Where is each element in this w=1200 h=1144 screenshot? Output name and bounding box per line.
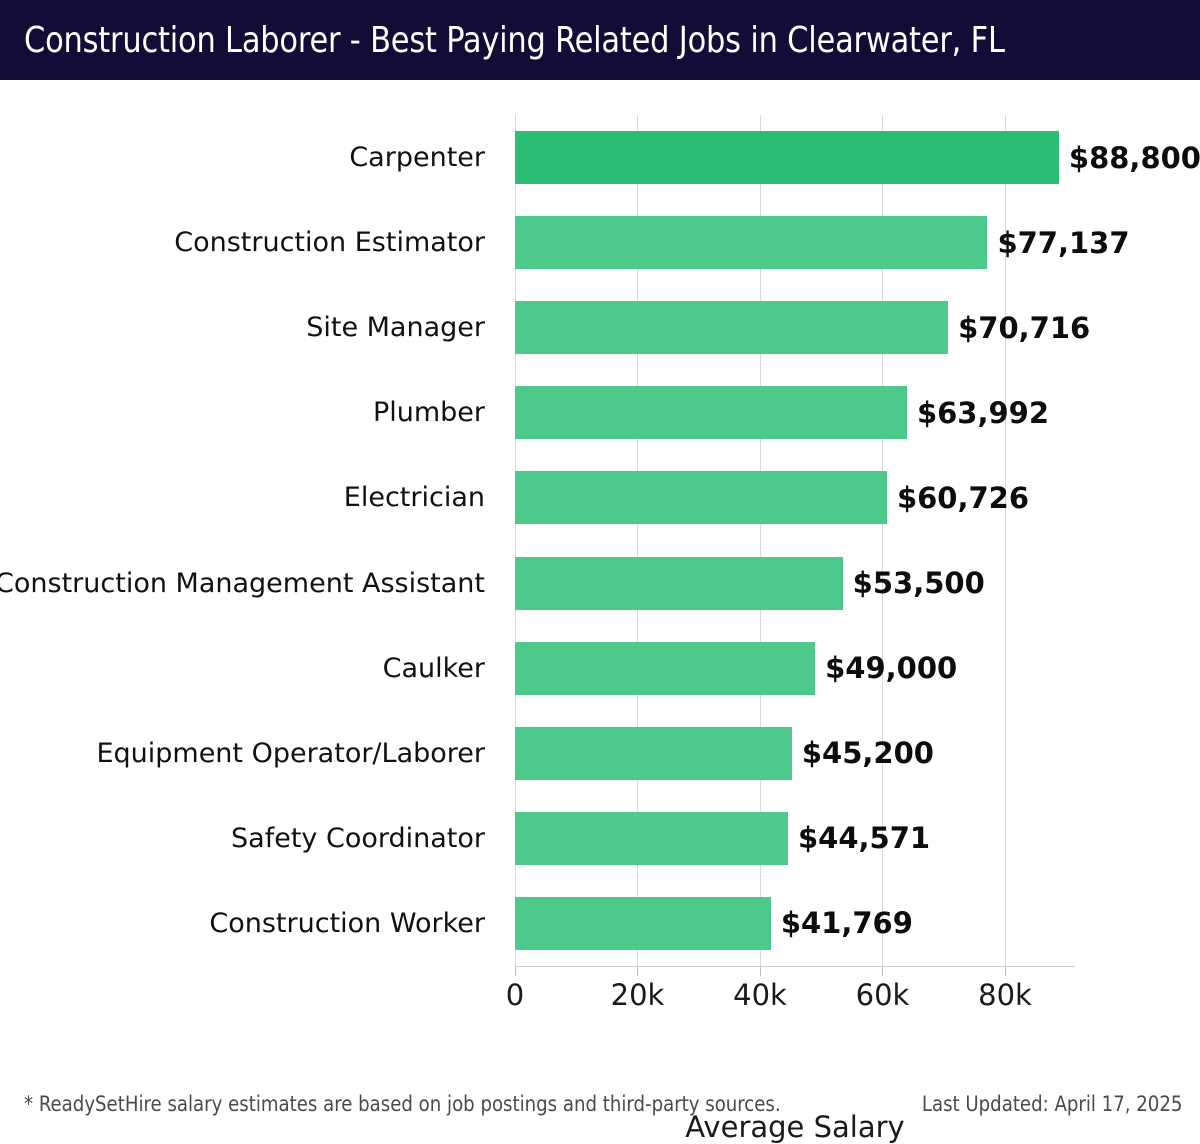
bar-value-label: $44,571 xyxy=(797,821,931,856)
bar[interactable] xyxy=(515,386,907,440)
bar[interactable] xyxy=(515,131,1059,184)
bar-value-label: $60,726 xyxy=(896,480,1030,515)
bar[interactable] xyxy=(515,471,887,525)
page-title: Construction Laborer - Best Paying Relat… xyxy=(24,19,1005,61)
bar[interactable] xyxy=(515,216,988,270)
bar[interactable] xyxy=(515,556,843,610)
bar[interactable] xyxy=(515,811,788,865)
x-axis-title: Average Salary xyxy=(685,1110,905,1144)
gridline xyxy=(759,115,761,966)
chart-footer: * ReadySetHire salary estimates are base… xyxy=(0,1092,1200,1140)
x-axis-tick-label: 40k xyxy=(733,978,787,1012)
category-label: Safety Coordinator xyxy=(231,822,485,854)
bar-value-label: $45,200 xyxy=(801,736,934,771)
x-axis-tick-mark xyxy=(882,967,884,976)
x-axis-line xyxy=(515,966,1075,967)
bar-row[interactable]: Plumber $63,992 xyxy=(0,370,1200,455)
category-label: Electrician xyxy=(343,482,485,514)
gridline xyxy=(515,115,516,966)
bar[interactable] xyxy=(515,896,771,950)
bar-row[interactable]: Safety Coordinator $44,571 xyxy=(0,796,1200,881)
x-axis-tick-mark xyxy=(515,967,516,976)
chart-plot-wrapper: Carpenter $88,800 Construction Estimator $7… xyxy=(0,80,1200,1144)
x-axis-tick-mark xyxy=(759,967,761,976)
bar-row[interactable]: Construction Worker $41,769 xyxy=(0,881,1200,966)
gridline xyxy=(637,115,639,966)
category-label: Construction Management Assistant xyxy=(0,567,485,599)
bar-row[interactable]: Equipment Operator/Laborer $45,200 xyxy=(0,711,1200,796)
x-axis-tick-label: 60k xyxy=(855,978,910,1012)
x-axis-tick-mark xyxy=(637,967,639,976)
bar-row[interactable]: Electrician $60,726 xyxy=(0,455,1200,540)
bar-value-label: $63,992 xyxy=(916,395,1050,430)
category-label: Construction Estimator xyxy=(174,227,485,259)
category-label: Carpenter xyxy=(349,142,485,173)
bar-row[interactable]: Construction Estimator $77,137 xyxy=(0,200,1200,285)
chart-header-bar: Construction Laborer - Best Paying Relat… xyxy=(0,0,1200,80)
category-label: Caulker xyxy=(382,652,485,684)
bar[interactable] xyxy=(515,641,816,695)
gridline xyxy=(882,115,884,966)
bar-row[interactable]: Carpenter $88,800 xyxy=(0,115,1200,200)
bar-row[interactable]: Site Manager $70,716 xyxy=(0,285,1200,370)
category-label: Equipment Operator/Laborer xyxy=(96,737,485,769)
bar-row[interactable]: Construction Management Assistant $53,500 xyxy=(0,541,1200,626)
category-label: Plumber xyxy=(372,397,485,429)
footer-last-updated: Last Updated: April 17, 2025 xyxy=(921,1092,1182,1116)
bar[interactable] xyxy=(515,301,949,355)
category-label: Construction Worker xyxy=(209,907,485,939)
x-axis-tick-label: 0 xyxy=(505,978,525,1012)
bar-value-label: $88,800 xyxy=(1068,140,1200,175)
x-axis-tick-label: 80k xyxy=(978,978,1032,1012)
bar-row[interactable]: Caulker $49,000 xyxy=(0,626,1200,711)
bar-value-label: $70,716 xyxy=(958,310,1091,345)
bar-value-label: $41,769 xyxy=(780,906,913,941)
bar[interactable] xyxy=(515,726,792,780)
x-axis-tick-label: 20k xyxy=(610,978,665,1012)
bar-value-label: $53,500 xyxy=(852,566,985,600)
bar-value-label: $49,000 xyxy=(825,651,958,686)
category-label: Site Manager xyxy=(306,312,485,344)
footer-disclaimer: * ReadySetHire salary estimates are base… xyxy=(24,1092,781,1116)
bar-value-label: $77,137 xyxy=(997,225,1130,260)
x-axis-tick-mark xyxy=(1004,967,1006,976)
gridline xyxy=(1004,115,1006,966)
